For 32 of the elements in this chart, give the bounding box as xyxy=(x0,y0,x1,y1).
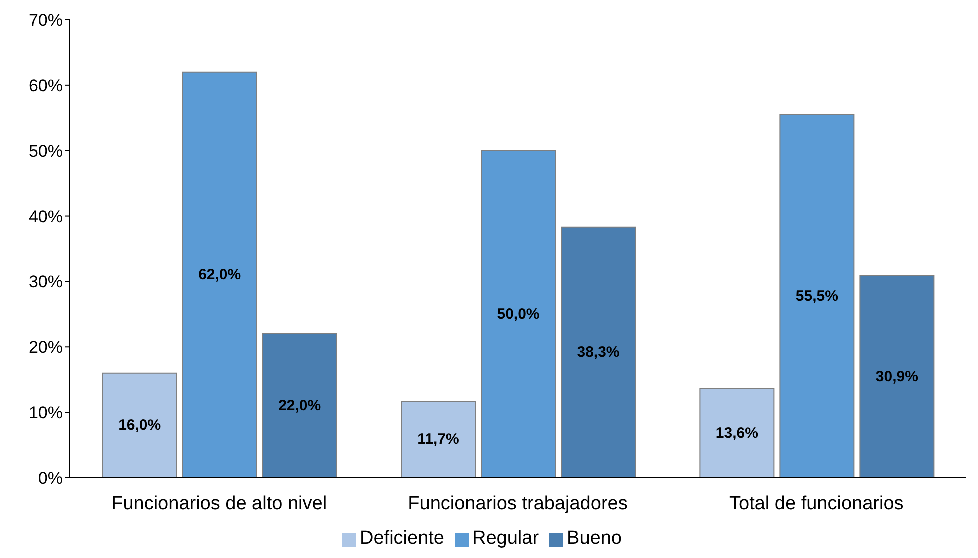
data-label: 50,0% xyxy=(497,306,540,323)
data-label: 55,5% xyxy=(796,288,838,305)
data-label: 22,0% xyxy=(278,398,322,415)
bar xyxy=(860,275,935,478)
bar xyxy=(182,72,258,478)
y-tick-label: 20% xyxy=(28,338,63,358)
legend-label: Deficiente xyxy=(360,528,444,549)
bar xyxy=(780,114,855,478)
y-tick-label: 50% xyxy=(28,142,63,161)
data-label: 16,0% xyxy=(118,417,162,434)
bar xyxy=(561,226,636,478)
legend-label: Bueno xyxy=(567,528,622,549)
x-tick-label: Total de funcionarios xyxy=(730,493,904,514)
data-label: 38,3% xyxy=(577,344,620,362)
bar xyxy=(262,334,338,478)
y-tick-label: 60% xyxy=(28,76,63,96)
data-label: 30,9% xyxy=(876,368,918,386)
bar xyxy=(401,400,476,478)
y-tick-label: 70% xyxy=(28,11,63,30)
x-tick-label: Funcionarios de alto nivel xyxy=(112,493,328,514)
x-tick-label: Funcionarios trabajadores xyxy=(408,493,628,514)
legend-label: Regular xyxy=(472,528,540,549)
data-label: 11,7% xyxy=(418,431,460,448)
data-label: 62,0% xyxy=(198,266,242,284)
y-tick-label: 10% xyxy=(28,404,63,423)
bar xyxy=(481,150,556,478)
data-label: 13,6% xyxy=(716,425,758,442)
bar xyxy=(102,372,178,478)
bar xyxy=(700,388,775,478)
y-tick-label: 30% xyxy=(28,272,63,292)
y-tick-label: 0% xyxy=(38,469,63,488)
y-tick-label: 40% xyxy=(28,207,63,226)
